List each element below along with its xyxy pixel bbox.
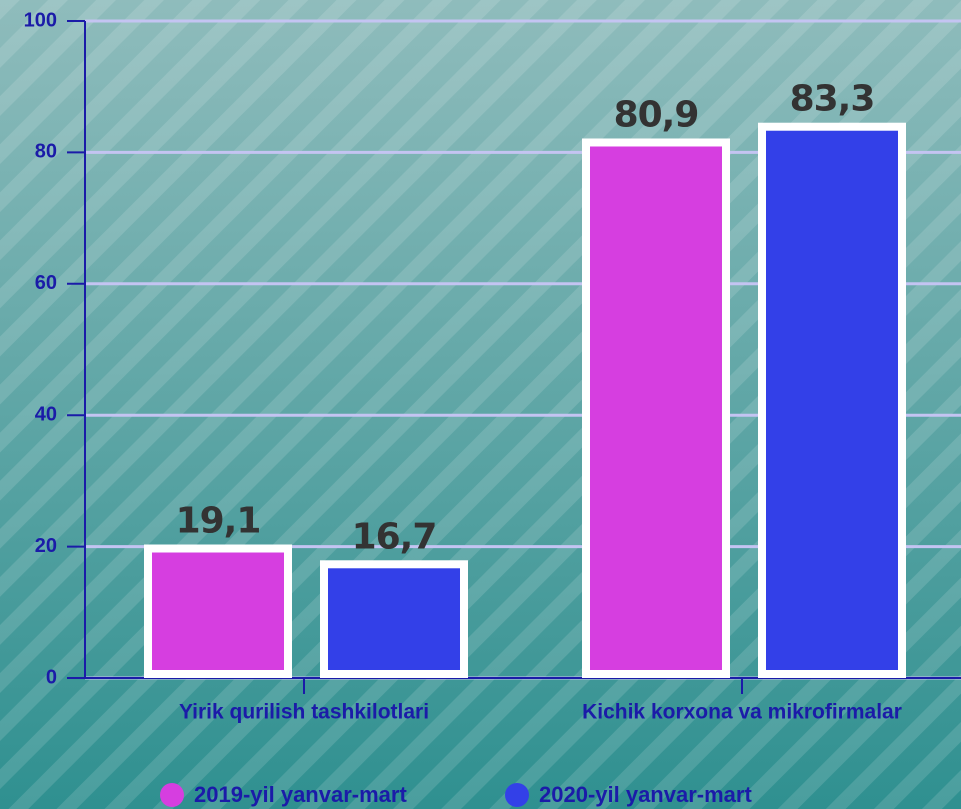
y-tick-label: 80 [35,141,57,163]
data-label: 16,7 [352,516,437,557]
y-tick-label: 40 [35,403,57,425]
bar [144,544,292,678]
bar [758,122,906,679]
legend-swatch [505,783,529,807]
data-label: 19,1 [176,501,261,542]
bar [582,138,730,678]
data-label: 83,3 [790,79,875,120]
x-tick-label: Kichik korxona va mikrofirmalar [582,701,902,724]
y-tick-label: 0 [46,666,57,688]
bar [320,560,468,679]
legend-label: 2020-yil yanvar-mart [539,782,752,807]
y-tick-label: 60 [35,272,57,294]
legend-swatch [160,783,184,807]
data-label: 80,9 [614,94,699,135]
y-tick-label: 20 [35,535,57,557]
legend-label: 2019-yil yanvar-mart [194,782,407,807]
x-tick-label: Yirik qurilish tashkilotlari [179,701,429,724]
y-tick-label: 100 [24,9,57,31]
